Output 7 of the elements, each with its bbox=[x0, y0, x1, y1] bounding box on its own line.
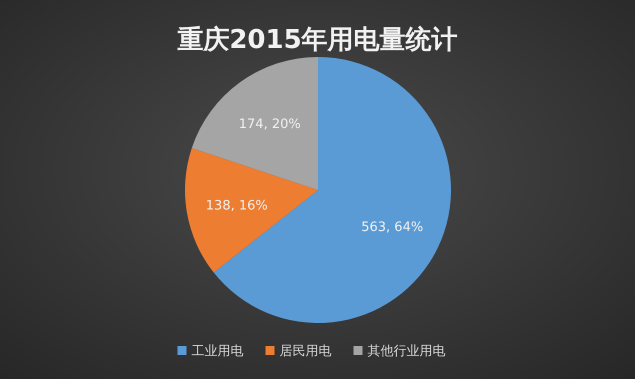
legend-label: 居民用电 bbox=[280, 344, 332, 359]
data-label: 174, 20% bbox=[238, 117, 301, 132]
data-label: 138, 16% bbox=[206, 198, 268, 214]
legend-label: 工业用电 bbox=[192, 344, 244, 359]
legend-label: 其他行业用电 bbox=[368, 344, 446, 359]
data-label: 563, 64% bbox=[361, 220, 424, 235]
chart-title: 重庆2015年用电量统计 bbox=[176, 25, 458, 55]
